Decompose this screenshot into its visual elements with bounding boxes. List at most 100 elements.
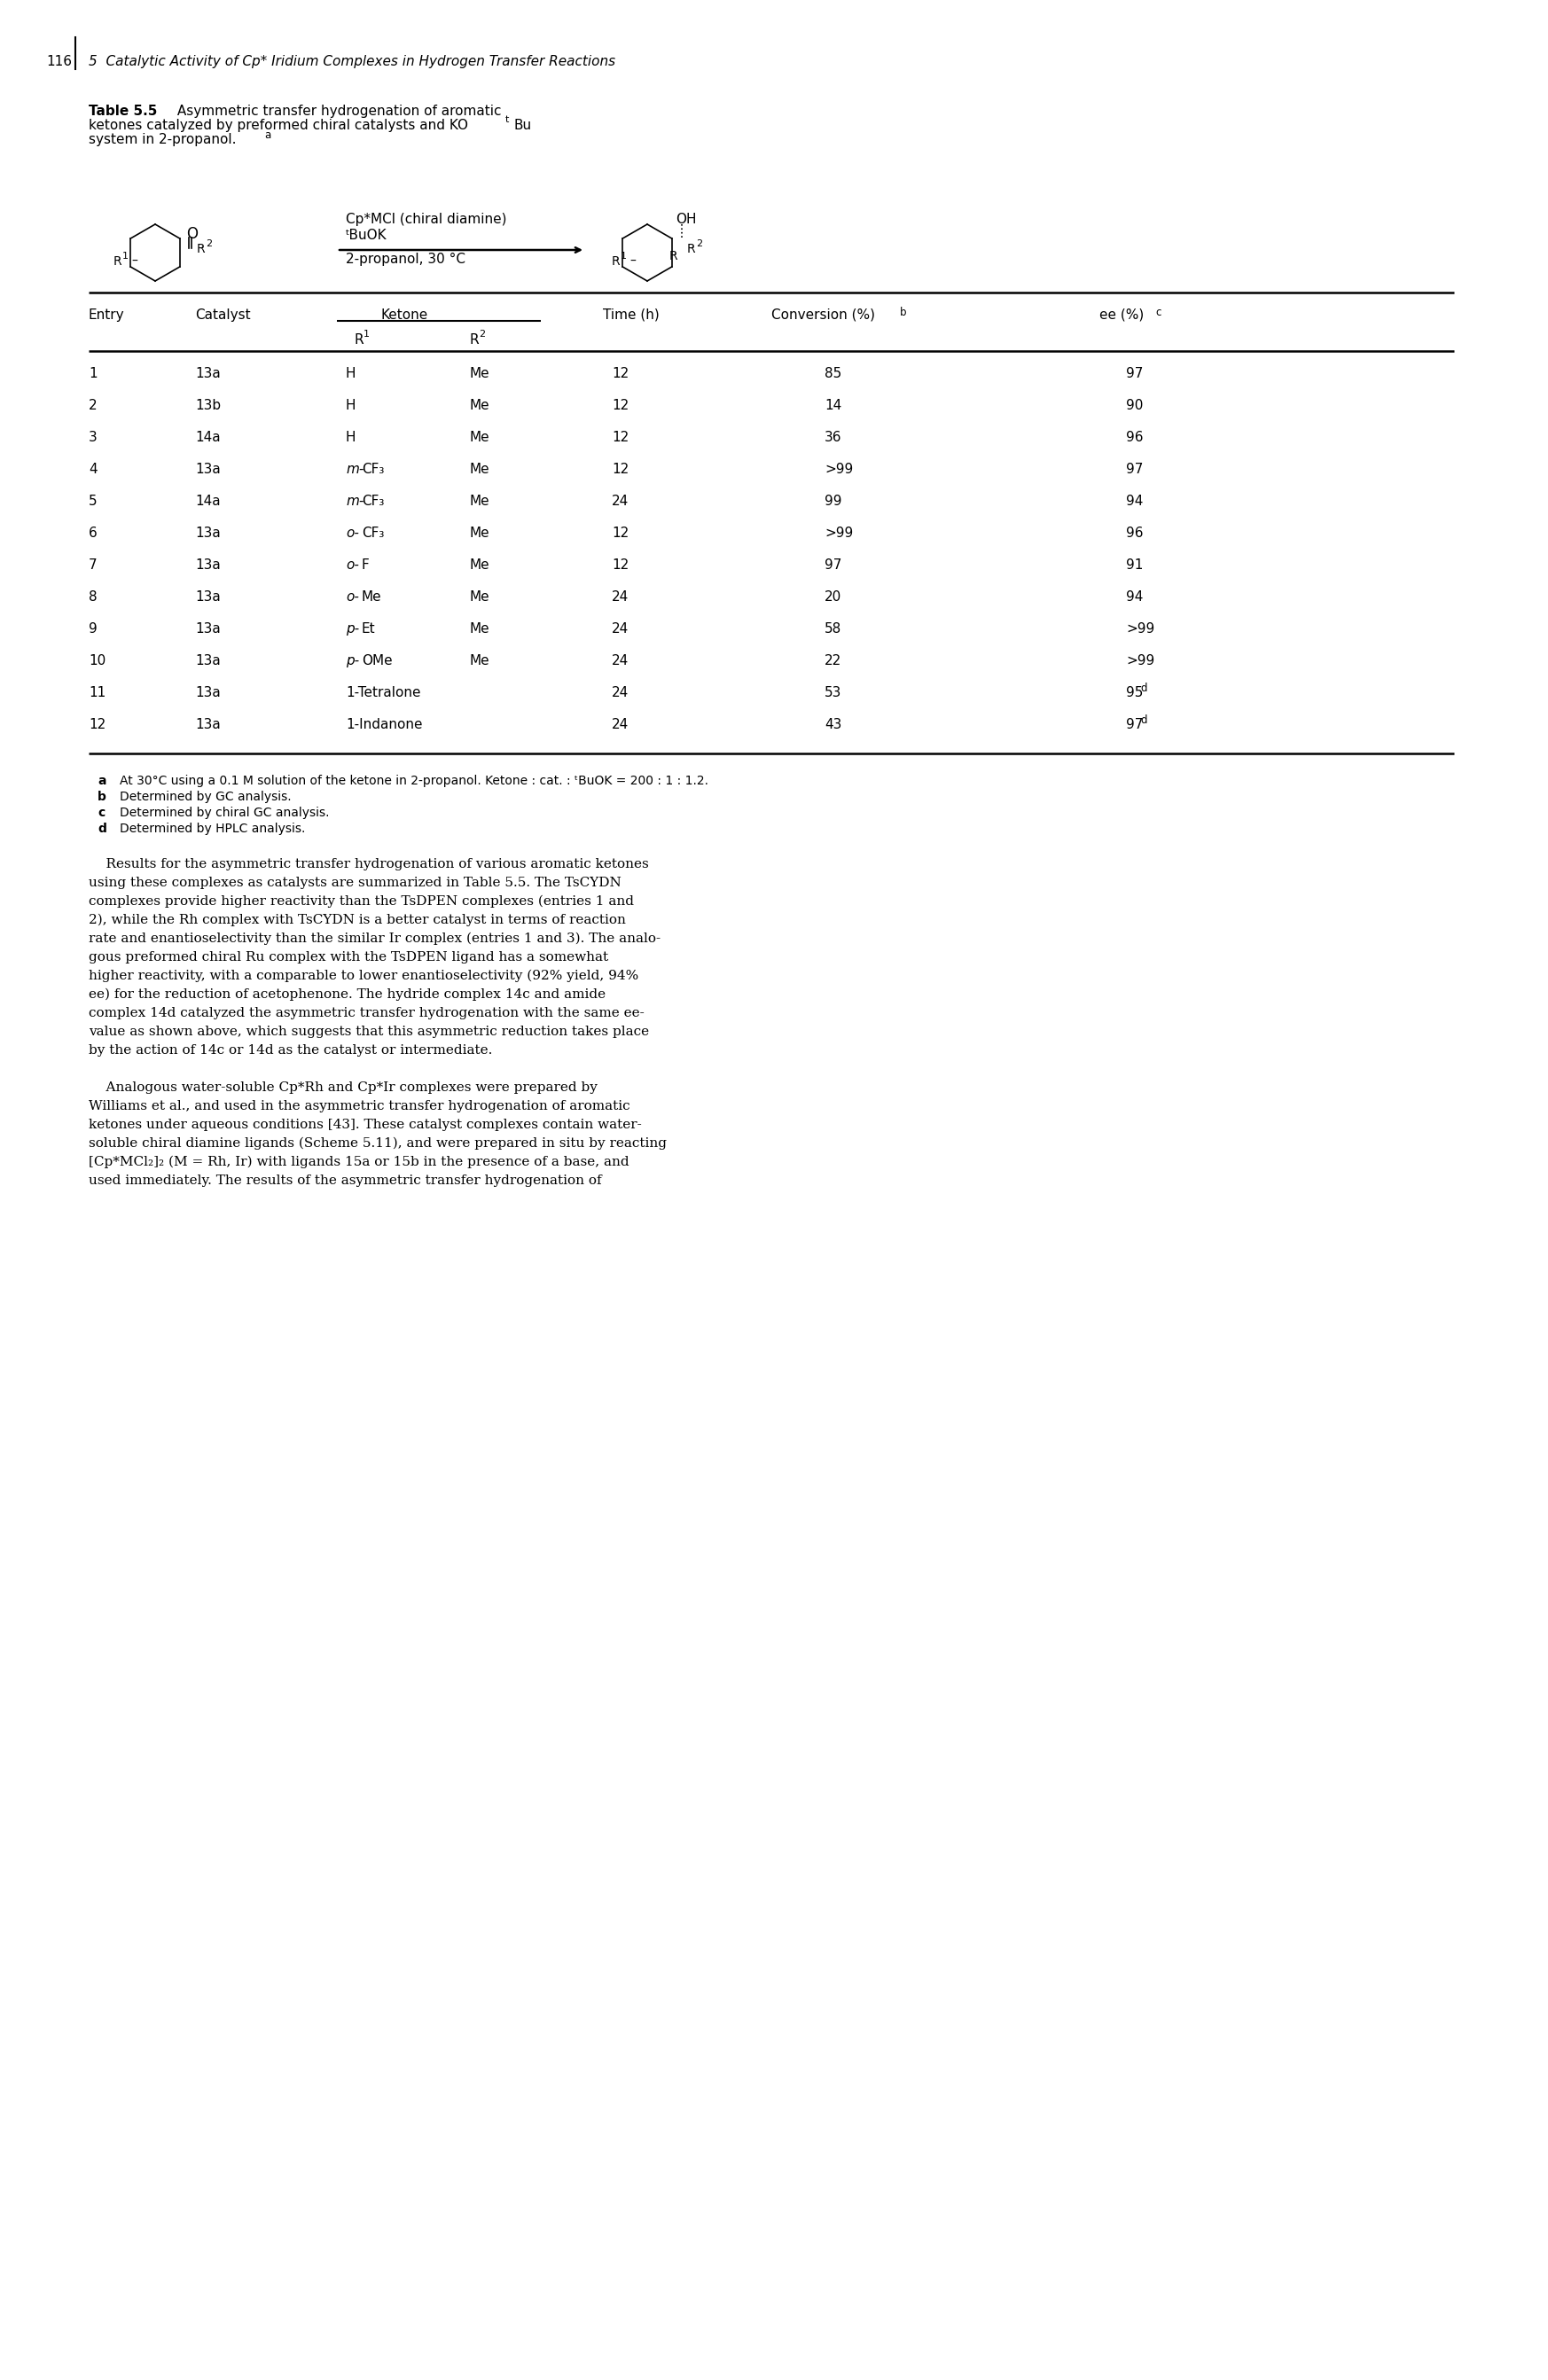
Text: system in 2-propanol.: system in 2-propanol.	[88, 133, 237, 145]
Text: 43: 43	[825, 719, 842, 731]
Text: 2), while the Rh complex with TsCYDN is a better catalyst in terms of reaction: 2), while the Rh complex with TsCYDN is …	[88, 914, 625, 926]
Text: by the action of 14c or 14d as the catalyst or intermediate.: by the action of 14c or 14d as the catal…	[88, 1045, 492, 1057]
Text: 11: 11	[88, 685, 105, 700]
Text: Me: Me	[471, 495, 491, 507]
Text: Me: Me	[471, 590, 491, 605]
Text: Cp*MCl (chiral diamine): Cp*MCl (chiral diamine)	[345, 212, 506, 226]
Text: 2: 2	[478, 331, 485, 338]
Text: d: d	[1141, 714, 1147, 726]
Text: Me: Me	[471, 655, 491, 666]
Text: 2: 2	[697, 240, 703, 248]
Text: value as shown above, which suggests that this asymmetric reduction takes place: value as shown above, which suggests tha…	[88, 1026, 649, 1038]
Text: complex 14d catalyzed the asymmetric transfer hydrogenation with the same ee-: complex 14d catalyzed the asymmetric tra…	[88, 1007, 644, 1019]
Text: t: t	[505, 114, 509, 124]
Text: Me: Me	[471, 526, 491, 540]
Text: o-: o-	[345, 559, 359, 571]
Text: used immediately. The results of the asymmetric transfer hydrogenation of: used immediately. The results of the asy…	[88, 1173, 602, 1188]
Text: a: a	[98, 776, 105, 788]
Text: 20: 20	[825, 590, 842, 605]
Text: Williams et al., and used in the asymmetric transfer hydrogenation of aromatic: Williams et al., and used in the asymmet…	[88, 1100, 630, 1111]
Text: OH: OH	[675, 212, 697, 226]
Text: Analogous water-soluble Cp*Rh and Cp*Ir complexes were prepared by: Analogous water-soluble Cp*Rh and Cp*Ir …	[88, 1081, 598, 1095]
Text: >99: >99	[1125, 621, 1155, 635]
Text: 94: 94	[1125, 495, 1142, 507]
Text: using these complexes as catalysts are summarized in Table 5.5. The TsCYDN: using these complexes as catalysts are s…	[88, 876, 621, 890]
Text: [Cp*MCl₂]₂ (M = Rh, Ir) with ligands 15a or 15b in the presence of a base, and: [Cp*MCl₂]₂ (M = Rh, Ir) with ligands 15a…	[88, 1157, 628, 1169]
Text: Me: Me	[471, 400, 491, 412]
Text: 14a: 14a	[195, 431, 220, 445]
Text: Me: Me	[471, 559, 491, 571]
Text: 24: 24	[611, 621, 628, 635]
Text: CF₃: CF₃	[362, 462, 384, 476]
Text: 2: 2	[206, 240, 212, 248]
Text: 85: 85	[825, 367, 842, 381]
Text: 14: 14	[825, 400, 842, 412]
Text: 13a: 13a	[195, 367, 220, 381]
Text: OMe: OMe	[362, 655, 393, 666]
Text: Me: Me	[471, 462, 491, 476]
Text: ketones catalyzed by preformed chiral catalysts and KO: ketones catalyzed by preformed chiral ca…	[88, 119, 467, 131]
Text: 5  Catalytic Activity of Cp* Iridium Complexes in Hydrogen Transfer Reactions: 5 Catalytic Activity of Cp* Iridium Comp…	[88, 55, 616, 69]
Text: 99: 99	[825, 495, 842, 507]
Text: Et: Et	[362, 621, 376, 635]
Text: 1-Tetralone: 1-Tetralone	[345, 685, 421, 700]
Text: p-: p-	[345, 621, 359, 635]
Text: CF₃: CF₃	[362, 526, 384, 540]
Text: R: R	[687, 243, 695, 255]
Text: 2: 2	[88, 400, 98, 412]
Text: d: d	[1141, 683, 1147, 695]
Text: R: R	[611, 255, 621, 267]
Text: c: c	[1155, 307, 1161, 319]
Text: 12: 12	[611, 400, 628, 412]
Text: 1-Indanone: 1-Indanone	[345, 719, 423, 731]
Text: 1: 1	[364, 331, 370, 338]
Text: Ketone: Ketone	[381, 309, 429, 321]
Text: 97: 97	[1125, 367, 1142, 381]
Text: 2-propanol, 30 °C: 2-propanol, 30 °C	[345, 252, 466, 267]
Text: 36: 36	[825, 431, 842, 445]
Text: 13a: 13a	[195, 462, 220, 476]
Text: 12: 12	[611, 559, 628, 571]
Text: b: b	[98, 790, 107, 802]
Text: R: R	[471, 333, 480, 347]
Text: higher reactivity, with a comparable to lower enantioselectivity (92% yield, 94%: higher reactivity, with a comparable to …	[88, 969, 639, 983]
Text: 3: 3	[88, 431, 98, 445]
Text: o-: o-	[345, 526, 359, 540]
Text: 96: 96	[1125, 526, 1144, 540]
Text: 13a: 13a	[195, 655, 220, 666]
Text: 14a: 14a	[195, 495, 220, 507]
Text: Catalyst: Catalyst	[195, 309, 251, 321]
Text: o-: o-	[345, 590, 359, 605]
Text: 13a: 13a	[195, 719, 220, 731]
Text: H: H	[345, 431, 356, 445]
Text: At 30°C using a 0.1 M solution of the ketone in 2-propanol. Ketone : cat. : ᵗBuO: At 30°C using a 0.1 M solution of the ke…	[119, 776, 709, 788]
Text: b: b	[899, 307, 907, 319]
Text: 1: 1	[621, 252, 627, 259]
Text: Time (h): Time (h)	[602, 309, 659, 321]
Text: ee) for the reduction of acetophenone. The hydride complex 14c and amide: ee) for the reduction of acetophenone. T…	[88, 988, 605, 1002]
Text: 91: 91	[1125, 559, 1142, 571]
Text: 97: 97	[825, 559, 842, 571]
Text: 12: 12	[611, 462, 628, 476]
Text: –: –	[132, 255, 138, 267]
Text: 12: 12	[611, 367, 628, 381]
Text: H: H	[345, 367, 356, 381]
Text: 97: 97	[1125, 719, 1142, 731]
Text: 24: 24	[611, 590, 628, 605]
Text: >99: >99	[825, 526, 853, 540]
Text: 13a: 13a	[195, 685, 220, 700]
Text: 13a: 13a	[195, 559, 220, 571]
Text: 5: 5	[88, 495, 98, 507]
Text: 53: 53	[825, 685, 842, 700]
Text: Me: Me	[471, 431, 491, 445]
Text: 6: 6	[88, 526, 98, 540]
Text: Me: Me	[471, 367, 491, 381]
Text: ee (%): ee (%)	[1099, 309, 1144, 321]
Text: gous preformed chiral Ru complex with the TsDPEN ligand has a somewhat: gous preformed chiral Ru complex with th…	[88, 952, 608, 964]
Text: 13a: 13a	[195, 526, 220, 540]
Text: Determined by HPLC analysis.: Determined by HPLC analysis.	[119, 823, 305, 835]
Text: >99: >99	[1125, 655, 1155, 666]
Text: c: c	[98, 807, 105, 819]
Text: 90: 90	[1125, 400, 1142, 412]
Text: 7: 7	[88, 559, 98, 571]
